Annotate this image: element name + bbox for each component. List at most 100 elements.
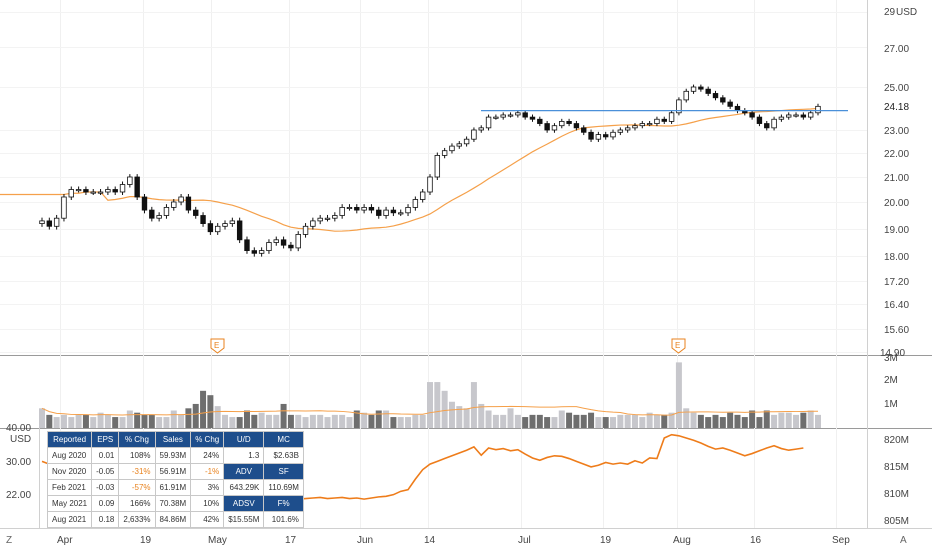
candle[interactable] [434,152,441,180]
candle[interactable] [786,112,792,120]
candle[interactable] [537,116,543,127]
candle[interactable] [500,112,506,120]
candle[interactable] [61,194,67,222]
candle[interactable] [200,212,206,227]
candle[interactable] [676,97,682,116]
candle[interactable] [654,116,660,127]
earnings-marker[interactable]: E [210,338,225,354]
scale-mode-z[interactable]: Z [6,535,12,546]
candle[interactable] [756,114,763,127]
candle[interactable] [705,86,711,97]
candle[interactable] [742,108,748,116]
candle[interactable] [346,204,353,211]
candle[interactable] [119,181,126,196]
candle[interactable] [46,217,53,230]
candle[interactable] [368,204,375,214]
candle[interactable] [573,120,580,131]
candle[interactable] [449,143,455,154]
candle[interactable] [566,118,572,127]
candle[interactable] [229,217,236,227]
candle[interactable] [581,125,587,136]
candle[interactable] [185,194,192,214]
candle[interactable] [134,174,140,200]
candle[interactable] [332,212,338,222]
moving-average-line[interactable] [0,107,819,232]
candle[interactable] [310,217,316,230]
candle[interactable] [720,95,726,105]
candle[interactable] [529,114,536,122]
candle[interactable] [280,236,287,249]
candle[interactable] [456,141,462,149]
candle[interactable] [610,129,616,140]
candle[interactable] [390,206,397,217]
candle[interactable] [419,189,426,203]
candle[interactable] [595,131,602,142]
candle[interactable] [97,189,104,195]
candle[interactable] [266,239,272,254]
scale-mode-auto[interactable]: A [900,535,907,546]
candle[interactable] [251,247,258,257]
candle[interactable] [317,214,323,225]
candle[interactable] [288,241,294,252]
candle[interactable] [53,214,60,230]
candle[interactable] [361,204,367,214]
candle[interactable] [522,110,528,120]
candle[interactable] [588,129,594,142]
candle[interactable] [463,136,470,147]
candle[interactable] [800,112,807,120]
candle[interactable] [68,186,74,201]
candle[interactable] [727,99,733,109]
candle[interactable] [39,217,45,227]
candle[interactable] [383,206,389,219]
candle[interactable] [690,84,697,94]
candle[interactable] [778,114,785,122]
candle[interactable] [193,206,199,219]
candle[interactable] [712,90,719,101]
candle[interactable] [105,186,111,196]
candle[interactable] [412,196,419,211]
candle[interactable] [302,223,309,238]
candle[interactable] [427,174,433,195]
candle[interactable] [398,209,404,217]
candle[interactable] [646,120,653,127]
candle[interactable] [112,186,118,196]
candle[interactable] [559,118,565,129]
candle[interactable] [624,125,631,133]
candle[interactable] [544,120,550,133]
candle[interactable] [171,199,177,211]
candle[interactable] [632,123,638,131]
candle[interactable] [376,206,382,219]
candle[interactable] [734,103,741,114]
candle[interactable] [354,204,360,214]
candle[interactable] [515,110,521,118]
candle[interactable] [149,206,155,222]
candle[interactable] [698,84,704,92]
candle[interactable] [793,112,799,118]
candle[interactable] [507,112,514,118]
candle[interactable] [441,147,448,159]
candle[interactable] [668,110,675,124]
candle[interactable] [405,204,411,217]
earnings-marker[interactable]: E [671,338,686,354]
candle[interactable] [551,123,558,133]
candle[interactable] [324,214,331,222]
candle[interactable] [749,110,755,120]
candle[interactable] [244,236,250,254]
candle[interactable] [90,189,96,195]
candle[interactable] [683,88,689,103]
candle[interactable] [156,212,162,222]
candle[interactable] [141,194,148,214]
candle[interactable] [127,174,133,188]
candle[interactable] [163,204,170,219]
candle[interactable] [493,114,499,120]
candle[interactable] [214,223,221,235]
candle[interactable] [83,186,89,196]
candle[interactable] [258,247,265,257]
candle[interactable] [471,127,477,142]
candle[interactable] [807,110,814,120]
candle[interactable] [485,114,492,131]
candle[interactable] [478,125,484,133]
candle[interactable] [602,131,609,140]
candle[interactable] [639,120,646,129]
